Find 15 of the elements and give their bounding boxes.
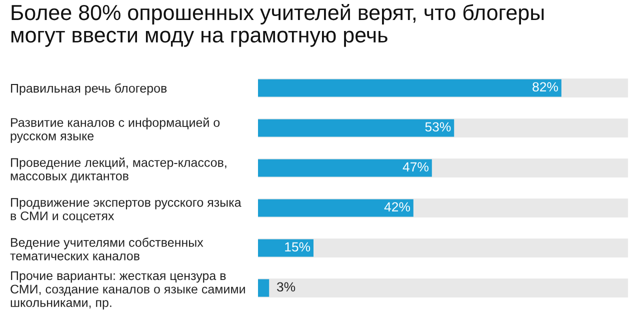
y-tick-label: Прочие варианты: жесткая цензура в СМИ, создание каналов о языке самими школьниками, пр. xyxy=(10,271,245,310)
data-label: 82% xyxy=(532,82,558,92)
chart-title: Более 80% опрошенных учителей верят, что блогеры могут ввести моду на грамотную речь xyxy=(11,4,544,47)
data-label: 47% xyxy=(402,162,428,172)
y-tick-label: Правильная речь блогеров xyxy=(11,83,167,96)
bar xyxy=(258,239,314,257)
y-tick-label: Ведение учителями собственных тематических каналов xyxy=(10,238,204,260)
y-tick-label: Проведение лекций, мастер-классов, массовых диктантов xyxy=(10,158,226,183)
y-tick-label: Развитие каналов с информацией о русском языке xyxy=(10,118,220,143)
data-label: 53% xyxy=(425,122,451,132)
data-label: 15% xyxy=(285,242,310,252)
data-label: 42% xyxy=(384,202,410,212)
bar xyxy=(258,279,270,297)
data-label: 3% xyxy=(277,282,296,292)
y-tick-label: Продвижение экспертов русского языка в СМИ и соцсетях xyxy=(10,198,242,223)
